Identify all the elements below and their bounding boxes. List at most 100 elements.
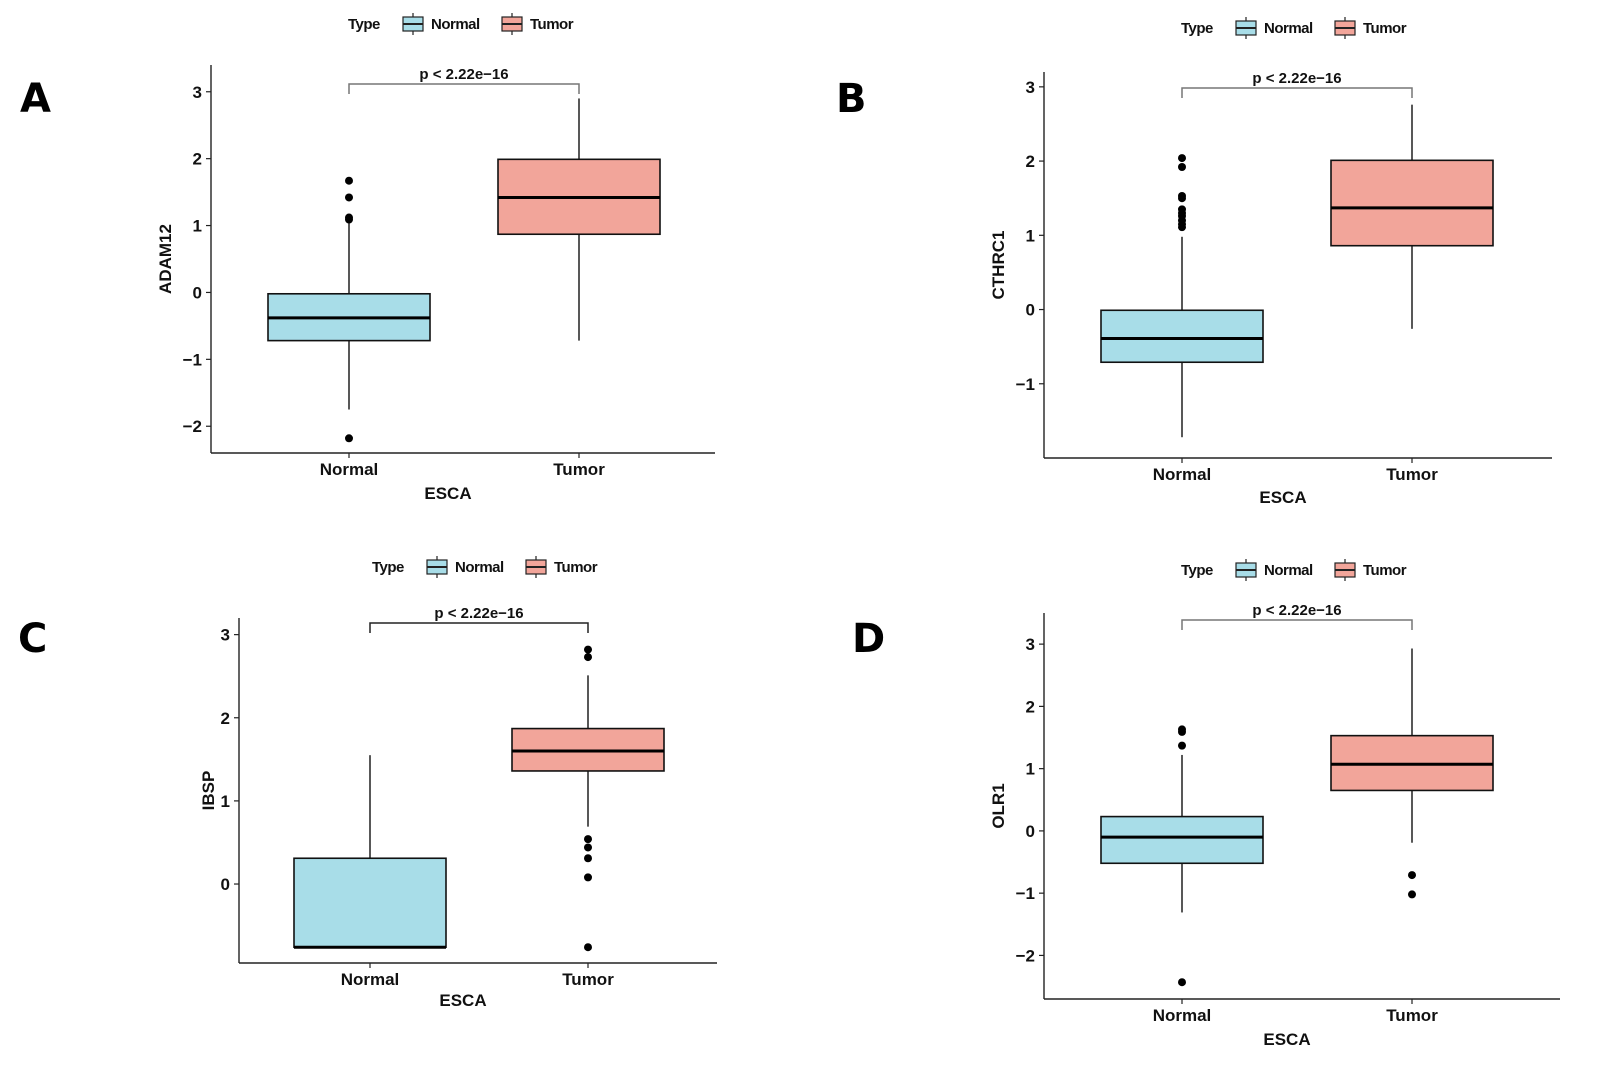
bracket-line (348, 83, 580, 94)
p-value-label: p < 2.22e−16 (419, 66, 508, 83)
x-axis-title: ESCA (424, 484, 471, 503)
outlier-point (584, 843, 592, 852)
legend-key-normal-icon (426, 556, 448, 578)
legend: Type Normal Tumor (372, 556, 598, 578)
panel-letter: C (18, 616, 47, 662)
outlier-point (584, 873, 592, 882)
outlier-point (584, 835, 592, 844)
legend-label-normal: Normal (431, 16, 480, 33)
outlier-point (584, 943, 592, 952)
iqr-box (293, 857, 447, 949)
y-tick-label: 3 (1026, 635, 1035, 654)
legend-label-tumor: Tumor (1363, 20, 1407, 37)
box-normal (1100, 725, 1264, 987)
y-axis-title: CTHRC1 (989, 231, 1008, 300)
x-tick-label-normal: Normal (320, 460, 379, 479)
panel-b: B Type Normal Tumor −1 0 1 2 3 Normal Tumor ESCA CTH… (800, 0, 1600, 540)
y-tick-label: 3 (1026, 78, 1035, 97)
legend-label-tumor: Tumor (530, 16, 574, 33)
outlier-point (584, 653, 592, 662)
y-tick-label: 3 (193, 83, 202, 102)
x-axis-title: ESCA (439, 991, 486, 1010)
boxplot-olr1: D Type Normal Tumor −2 −1 0 1 2 3 Normal Tumor ESCA O… (852, 559, 1560, 1049)
significance-bracket (1181, 87, 1413, 98)
outlier-point (1178, 194, 1186, 203)
panel-letter: B (836, 76, 867, 122)
y-tick-label: 0 (221, 875, 230, 894)
outlier-point (345, 215, 353, 224)
x-axis-title: ESCA (1259, 488, 1306, 507)
bracket-line (1181, 619, 1413, 630)
significance-bracket (1181, 619, 1413, 630)
x-tick-label-tumor: Tumor (1386, 1006, 1438, 1025)
box-tumor (1330, 104, 1494, 329)
y-tick-label: 1 (193, 217, 202, 236)
box-tumor (497, 98, 661, 341)
outlier-point (1408, 871, 1416, 880)
x-axis-title: ESCA (1263, 1030, 1310, 1049)
y-tick-label: 2 (1026, 697, 1035, 716)
p-value-label: p < 2.22e−16 (1252, 602, 1341, 619)
legend-title: Type (372, 559, 404, 576)
box-normal (267, 176, 431, 443)
legend: Type Normal Tumor (348, 13, 574, 35)
outlier-point (1178, 163, 1186, 172)
outlier-point (584, 854, 592, 863)
y-tick-label: 1 (221, 792, 230, 811)
y-tick-label: 1 (1026, 226, 1035, 245)
outlier-point (1408, 890, 1416, 899)
legend-label-tumor: Tumor (554, 559, 598, 576)
box-normal (293, 755, 447, 949)
y-axis-title: OLR1 (989, 783, 1008, 828)
outlier-point (1178, 978, 1186, 987)
y-tick-label: 0 (193, 283, 202, 302)
y-tick-label: −1 (183, 350, 202, 369)
y-tick-label: −1 (1016, 375, 1035, 394)
y-tick-label: 1 (1026, 760, 1035, 779)
y-tick-label: −2 (183, 417, 202, 436)
x-tick-label-normal: Normal (1153, 465, 1212, 484)
iqr-box (1330, 159, 1494, 247)
y-tick-label: 0 (1026, 301, 1035, 320)
iqr-box (1100, 309, 1264, 364)
x-tick-label-normal: Normal (341, 970, 400, 989)
legend-label-tumor: Tumor (1363, 562, 1407, 579)
legend-title: Type (1181, 562, 1213, 579)
boxplot-cthrc1: B Type Normal Tumor −1 0 1 2 3 Normal Tumor ESCA CTH… (836, 17, 1552, 507)
legend-label-normal: Normal (455, 559, 504, 576)
legend-key-normal-icon (1235, 559, 1257, 581)
legend-label-normal: Normal (1264, 562, 1313, 579)
legend-key-normal-icon (402, 13, 424, 35)
outlier-point (1178, 741, 1186, 750)
legend-key-normal-icon (1235, 17, 1257, 39)
legend: Type Normal Tumor (1181, 559, 1407, 581)
x-tick-label-tumor: Tumor (553, 460, 605, 479)
legend-key-tumor-icon (501, 13, 523, 35)
x-tick-label-tumor: Tumor (562, 970, 614, 989)
y-axis-title: IBSP (199, 771, 218, 811)
outlier-point (1178, 727, 1186, 736)
outlier-point (1178, 223, 1186, 232)
y-tick-label: −2 (1016, 946, 1035, 965)
legend-key-tumor-icon (1334, 559, 1356, 581)
significance-bracket (369, 622, 589, 633)
box-tumor (1330, 648, 1494, 899)
x-tick-label-normal: Normal (1153, 1006, 1212, 1025)
legend-title: Type (1181, 20, 1213, 37)
bracket-line (1181, 87, 1413, 98)
legend: Type Normal Tumor (1181, 17, 1407, 39)
panel-letter: D (852, 616, 885, 662)
y-tick-label: 2 (221, 709, 230, 728)
panel-letter: A (20, 76, 51, 122)
legend-key-tumor-icon (525, 556, 547, 578)
outlier-point (345, 176, 353, 185)
boxplot-adam12: A Type Normal Tumor −2 −1 0 1 2 3 Normal Tumor ESCA A… (20, 13, 715, 503)
p-value-label: p < 2.22e−16 (434, 605, 523, 622)
iqr-box (1100, 815, 1264, 865)
y-tick-label: −1 (1016, 884, 1035, 903)
outlier-point (345, 434, 353, 443)
outlier-point (1178, 154, 1186, 163)
legend-label-normal: Normal (1264, 20, 1313, 37)
panel-c: C Type Normal Tumor 0 1 2 3 Normal Tumor ESCA IBSP p… (0, 540, 800, 1080)
box-tumor (511, 645, 665, 952)
